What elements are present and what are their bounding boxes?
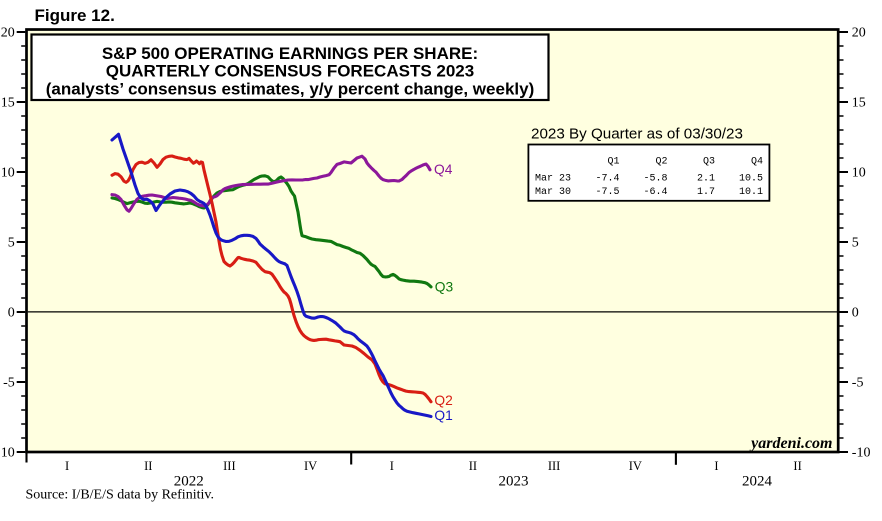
svg-text:IV: IV bbox=[304, 459, 317, 473]
svg-text:Q2: Q2 bbox=[434, 393, 452, 408]
svg-text:II: II bbox=[793, 459, 801, 473]
svg-text:Q3: Q3 bbox=[435, 280, 454, 295]
svg-text:Mar 23: Mar 23 bbox=[535, 173, 571, 184]
svg-text:10: 10 bbox=[1, 446, 15, 461]
svg-text:Q4: Q4 bbox=[751, 157, 763, 168]
svg-text:2022: 2022 bbox=[174, 474, 204, 490]
svg-text:I: I bbox=[714, 459, 718, 473]
svg-text:S&P 500 OPERATING EARNINGS PER: S&P 500 OPERATING EARNINGS PER SHARE: bbox=[102, 44, 478, 63]
svg-text:-7.4: -7.4 bbox=[595, 173, 619, 184]
svg-text:(analysts’ consensus estimates: (analysts’ consensus estimates, y/y perc… bbox=[46, 79, 535, 98]
svg-text:15: 15 bbox=[852, 96, 866, 111]
svg-text:yardeni.com: yardeni.com bbox=[749, 435, 832, 452]
svg-text:2.1: 2.1 bbox=[697, 173, 715, 184]
svg-text:2023 By Quarter as of 03/30/23: 2023 By Quarter as of 03/30/23 bbox=[531, 126, 743, 143]
svg-text:II: II bbox=[469, 459, 477, 473]
svg-text:0: 0 bbox=[852, 306, 859, 321]
svg-text:1.7: 1.7 bbox=[697, 187, 715, 198]
svg-text:-5: -5 bbox=[852, 376, 864, 391]
svg-text:2023: 2023 bbox=[499, 474, 529, 490]
svg-text:I: I bbox=[390, 459, 394, 473]
svg-text:-7.5: -7.5 bbox=[595, 187, 619, 198]
svg-text:5: 5 bbox=[852, 236, 859, 251]
svg-text:III: III bbox=[223, 459, 236, 473]
svg-text:Q3: Q3 bbox=[703, 157, 715, 168]
svg-text:5: 5 bbox=[8, 236, 15, 251]
svg-text:Mar 30: Mar 30 bbox=[535, 187, 571, 198]
svg-text:15: 15 bbox=[1, 96, 15, 111]
svg-text:-5.8: -5.8 bbox=[643, 173, 667, 184]
svg-text:20: 20 bbox=[1, 26, 15, 41]
svg-text:QUARTERLY CONSENSUS FORECASTS: QUARTERLY CONSENSUS FORECASTS 2023 bbox=[106, 62, 474, 81]
svg-text:II: II bbox=[144, 459, 152, 473]
svg-text:10: 10 bbox=[852, 166, 866, 181]
svg-text:10: 10 bbox=[1, 166, 15, 181]
svg-text:Q2: Q2 bbox=[655, 157, 667, 168]
svg-text:20: 20 bbox=[852, 26, 866, 41]
svg-text:III: III bbox=[548, 459, 561, 473]
svg-text:-5: -5 bbox=[3, 376, 15, 391]
svg-text:Figure 12.: Figure 12. bbox=[35, 6, 115, 25]
svg-text:Q4: Q4 bbox=[434, 162, 453, 177]
svg-text:10.5: 10.5 bbox=[739, 173, 763, 184]
svg-text:0: 0 bbox=[8, 306, 15, 321]
svg-text:10.1: 10.1 bbox=[739, 187, 763, 198]
svg-text:I: I bbox=[65, 459, 69, 473]
svg-text:-10: -10 bbox=[852, 446, 871, 461]
svg-text:Source: I/B/E/S data by Refini: Source: I/B/E/S data by Refinitiv. bbox=[26, 488, 214, 503]
svg-text:IV: IV bbox=[629, 459, 642, 473]
svg-text:Q1: Q1 bbox=[434, 408, 452, 423]
svg-text:2024: 2024 bbox=[742, 474, 773, 490]
svg-text:Q1: Q1 bbox=[607, 157, 619, 168]
svg-text:-6.4: -6.4 bbox=[643, 187, 667, 198]
